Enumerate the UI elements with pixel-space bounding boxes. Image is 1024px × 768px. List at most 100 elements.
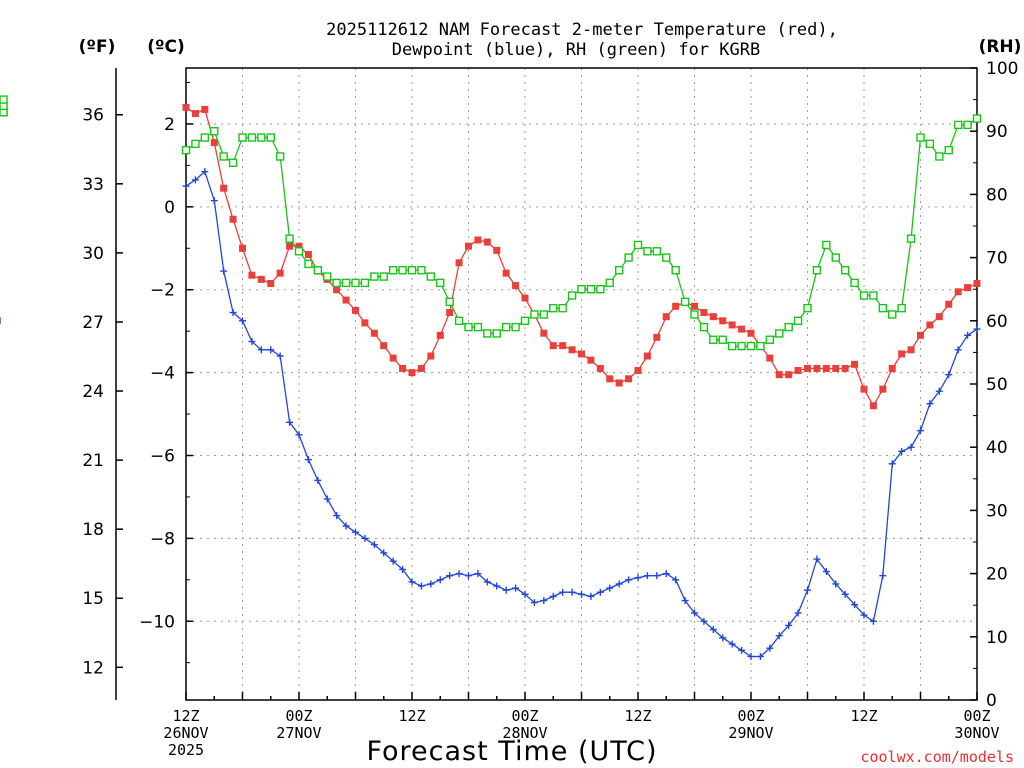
temperature-point	[399, 364, 407, 372]
dewpoint-point	[502, 586, 510, 594]
dewpoint-point	[954, 346, 962, 354]
rh-point	[859, 291, 869, 300]
dewpoint-point	[634, 574, 642, 582]
temperature-point	[201, 105, 209, 113]
rh-point	[596, 285, 605, 294]
dewpoint-point	[361, 534, 369, 542]
rh-tick-label: 90	[986, 122, 1008, 142]
temperature-point	[333, 286, 341, 294]
temperature-point	[615, 379, 623, 387]
rh-point	[454, 316, 464, 325]
temperature-point	[220, 184, 228, 192]
rh-point	[436, 278, 445, 288]
temperature-point	[465, 242, 472, 250]
chart-title-line2: Dewpoint (blue), RH (green) for KGRB	[392, 40, 760, 60]
dewpoint-point	[474, 570, 482, 578]
dewpoint-point	[935, 387, 943, 395]
x-tick-label: 00Z	[737, 707, 764, 725]
fahrenheit-tick-label: 30	[82, 244, 104, 264]
temperature-point	[860, 385, 868, 393]
dewpoint-point	[446, 572, 454, 580]
dewpoint-point	[898, 447, 906, 455]
rh-point	[483, 329, 492, 338]
rh-point	[577, 285, 586, 294]
rh-point	[803, 303, 812, 313]
rh-point	[417, 266, 426, 275]
temperature-point	[945, 300, 953, 308]
dewpoint-point	[691, 609, 698, 617]
x-tick-label: 2025	[168, 741, 204, 759]
rh-point	[530, 310, 539, 319]
rh-point	[501, 322, 511, 332]
rh-point	[709, 335, 718, 344]
temperature-point	[935, 313, 943, 321]
rh-point	[407, 266, 417, 275]
dewpoint-point	[201, 168, 209, 176]
rh-point	[869, 291, 878, 300]
chart-title-line1: 2025112612 NAM Forecast 2-meter Temperat…	[326, 20, 838, 40]
temperature-point	[738, 325, 746, 333]
celsius-tick-label: −8	[150, 529, 175, 549]
fahrenheit-tick-label: 36	[82, 106, 104, 126]
dewpoint-point	[493, 582, 501, 590]
rh-point	[426, 272, 436, 281]
dewpoint-point	[370, 541, 378, 549]
celsius-tick-label: −2	[150, 281, 175, 301]
dewpoint-point	[267, 346, 275, 354]
temperature-point	[728, 321, 736, 329]
temperature-point	[210, 139, 218, 147]
rh-tick-label: 50	[986, 375, 1008, 395]
x-tick-label: 00Z	[963, 707, 990, 725]
temperature-point	[917, 331, 924, 339]
temperature-point	[672, 302, 680, 310]
rh-tick-label: 40	[986, 438, 1008, 458]
rh-point	[718, 335, 727, 344]
dewpoint-point	[625, 576, 633, 584]
x-tick-label: 12Z	[172, 707, 199, 725]
temperature-point	[427, 352, 435, 360]
temperature-point	[493, 246, 501, 254]
temperature-point	[747, 329, 755, 337]
dewpoint-point	[615, 580, 623, 588]
dewpoint-point	[286, 418, 294, 426]
rh-point	[586, 285, 596, 294]
temperature-point	[794, 367, 802, 375]
temperature-point	[804, 364, 811, 372]
dewpoint-point	[521, 590, 529, 598]
rh-point	[624, 253, 633, 262]
dewpoint-point	[907, 443, 915, 451]
temperature-point	[370, 329, 378, 337]
rh-point	[652, 247, 662, 256]
rh-point	[210, 126, 219, 136]
rh-point	[850, 278, 859, 288]
credit-link[interactable]: coolwx.com/models	[860, 748, 1014, 766]
rh-point	[181, 145, 191, 155]
dewpoint-point	[785, 621, 793, 629]
temperature-point	[662, 313, 670, 321]
x-tick-label: 00Z	[285, 707, 312, 725]
rh-point	[963, 120, 972, 130]
rh-point	[398, 266, 407, 275]
temperature-point	[578, 350, 585, 358]
dewpoint-point	[417, 582, 425, 590]
dewpoint-point	[841, 590, 849, 598]
x-tick-label: 27NOV	[276, 724, 321, 742]
rh-point	[549, 303, 558, 313]
dewpoint-point	[465, 572, 472, 580]
dewpoint-point	[643, 572, 651, 580]
rh-point	[511, 322, 520, 332]
rh-point	[906, 234, 916, 243]
rh-point	[680, 297, 690, 307]
dewpoint-point	[248, 338, 256, 346]
dewpoint-point	[276, 352, 284, 360]
rh-point	[897, 303, 906, 313]
dewpoint-point	[832, 580, 840, 588]
rh-point	[445, 297, 454, 307]
dewpoint-point	[389, 557, 397, 565]
rh-tick-label: 10	[986, 628, 1008, 648]
temperature-point	[408, 369, 416, 377]
rh-point	[332, 278, 341, 288]
temperature-point	[521, 294, 529, 302]
